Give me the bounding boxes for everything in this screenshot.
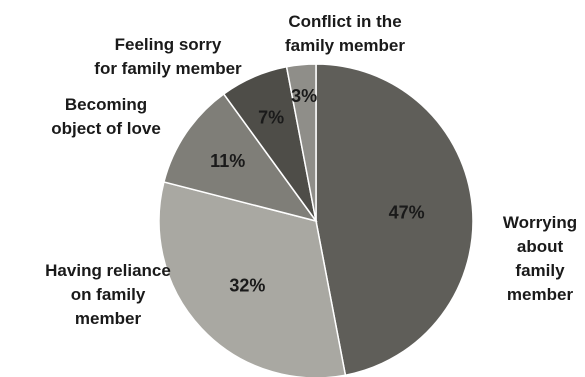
category-label-line: Worrying <box>503 213 577 232</box>
pie-slices <box>159 64 473 377</box>
slice-category-label-5: Conflict in the family member <box>285 12 405 55</box>
slice-category-label-2: Having reliance on family member <box>45 261 171 328</box>
slice-value-label-3: 11% <box>210 151 245 171</box>
category-label-line: member <box>75 309 142 328</box>
slice-category-label-4: Feeling sorry for family member <box>94 35 242 78</box>
category-label-line: Feeling sorry <box>115 35 222 54</box>
category-label-line: family <box>515 261 565 280</box>
slice-category-label-3: Becoming object of love <box>51 95 161 138</box>
slice-value-label-1: 47% <box>389 202 425 222</box>
slice-value-label-2: 32% <box>229 275 265 295</box>
category-label-line: member <box>507 285 574 304</box>
category-label-line: family member <box>285 36 405 55</box>
category-label-line: Having reliance <box>45 261 171 280</box>
slice-value-label-5: 3% <box>291 86 317 106</box>
category-label-line: on family <box>71 285 146 304</box>
category-label-line: for family member <box>94 59 242 78</box>
category-label-line: about <box>517 237 564 256</box>
category-label-line: object of love <box>51 119 161 138</box>
slice-category-label-1: Worrying about family member <box>503 213 577 304</box>
category-label-line: Becoming <box>65 95 147 114</box>
category-label-line: Conflict in the <box>288 12 401 31</box>
slice-value-label-4: 7% <box>258 107 284 127</box>
